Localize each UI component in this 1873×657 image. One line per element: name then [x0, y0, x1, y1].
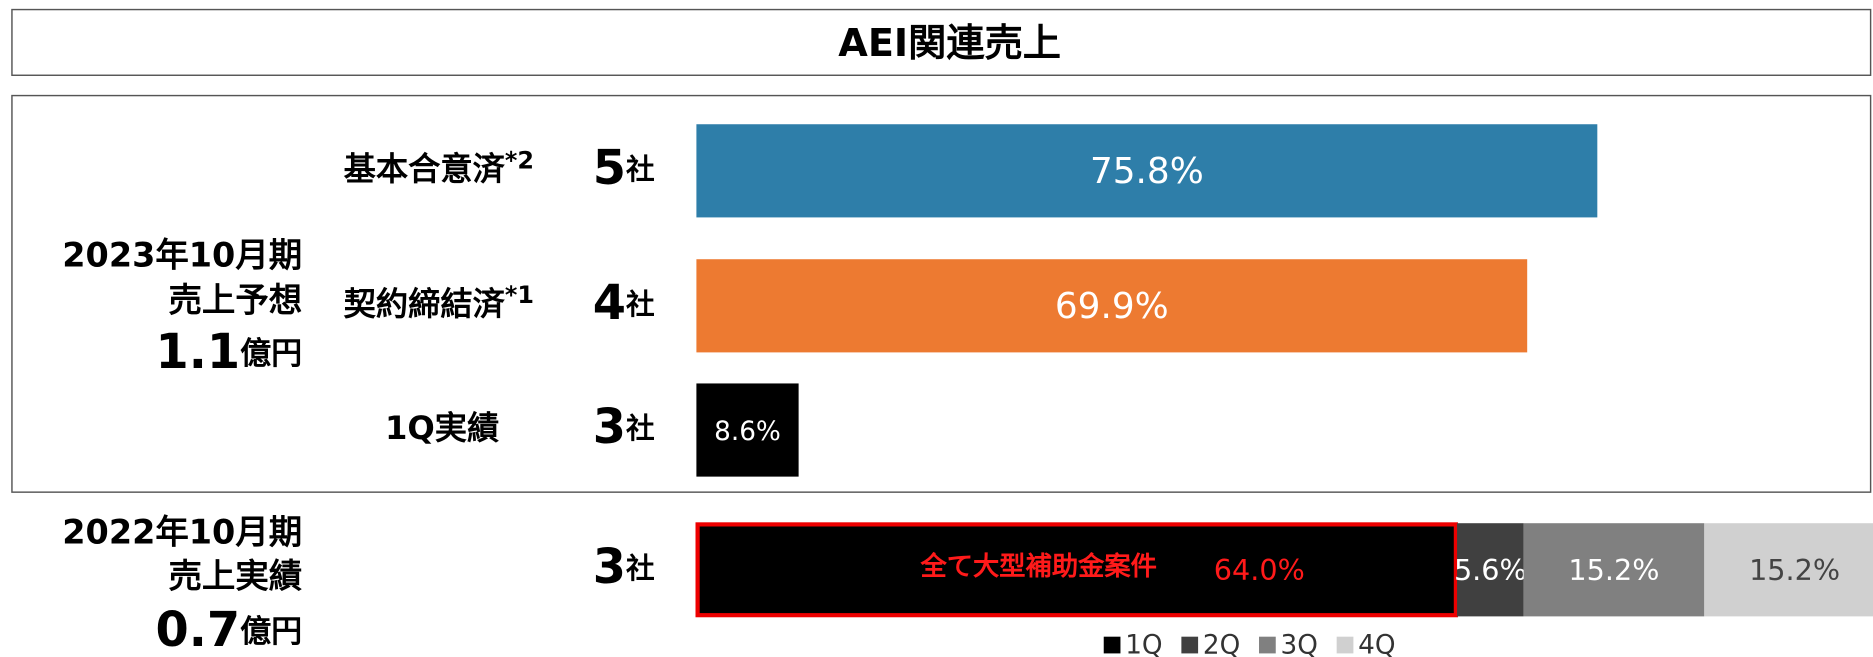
legend-label: 3Q	[1281, 631, 1318, 657]
value-label: 15.2%	[1749, 553, 1840, 587]
value-label: 69.9%	[1055, 286, 1169, 327]
annotation: 全て大型補助金案件	[920, 551, 1157, 582]
row-name: 契約締結済	[344, 285, 506, 323]
count-unit: 社	[626, 152, 655, 186]
legend-label: 4Q	[1358, 631, 1395, 657]
period-label: 2022年10月期	[62, 512, 302, 551]
amount-value: 1.1	[155, 325, 240, 380]
bar	[696, 124, 1598, 218]
company-count: 5社	[593, 141, 655, 196]
period-label: 2023年10月期	[62, 235, 302, 274]
row-note: *1	[505, 281, 534, 309]
stacked-bar	[1457, 523, 1524, 617]
row-note: *2	[505, 146, 534, 174]
value-label: 15.2%	[1568, 553, 1659, 587]
stacked-bar	[1704, 523, 1873, 617]
count-value: 3	[593, 540, 626, 595]
legend-swatch	[1336, 636, 1354, 654]
amount: 0.7億円	[155, 603, 302, 657]
amount-value: 0.7	[155, 603, 240, 657]
title: AEI関連売上	[838, 22, 1061, 66]
bar	[696, 259, 1528, 353]
value-label: 64.0%	[1214, 553, 1305, 587]
count-value: 4	[593, 276, 626, 331]
company-count: 3社	[593, 540, 655, 595]
amount-unit: 億円	[240, 336, 302, 372]
value-label: 75.8%	[1090, 151, 1204, 192]
bar	[696, 383, 799, 477]
company-count: 4社	[593, 276, 655, 331]
row-label: 1Q実績	[385, 409, 499, 447]
count-unit: 社	[626, 287, 655, 321]
count-value: 3	[593, 400, 626, 455]
value-label: 5.6%	[1454, 553, 1527, 587]
company-count: 3社	[593, 400, 655, 455]
highlight-box	[695, 522, 1458, 618]
row-label: 基本合意済*2	[344, 146, 534, 188]
title-box	[11, 8, 1872, 76]
count-unit: 社	[626, 411, 655, 445]
group-label: 売上予想	[168, 281, 302, 320]
stacked-bar	[696, 523, 1458, 617]
legend-label: 2Q	[1203, 631, 1240, 657]
legend-swatch	[1181, 636, 1199, 654]
count-value: 5	[593, 141, 626, 196]
legend-swatch	[1259, 636, 1276, 654]
value-label: 8.6%	[714, 417, 781, 447]
row-name: 1Q実績	[385, 409, 499, 447]
amount: 1.1億円	[155, 325, 302, 380]
group-label: 売上実績	[168, 557, 302, 596]
stacked-bar	[1523, 523, 1705, 617]
amount-unit: 億円	[240, 614, 302, 650]
legend-swatch	[1103, 636, 1121, 654]
row-label: 契約締結済*1	[344, 281, 534, 323]
legend-label: 1Q	[1125, 631, 1162, 657]
row-name: 基本合意済	[344, 150, 506, 188]
count-unit: 社	[626, 551, 655, 585]
